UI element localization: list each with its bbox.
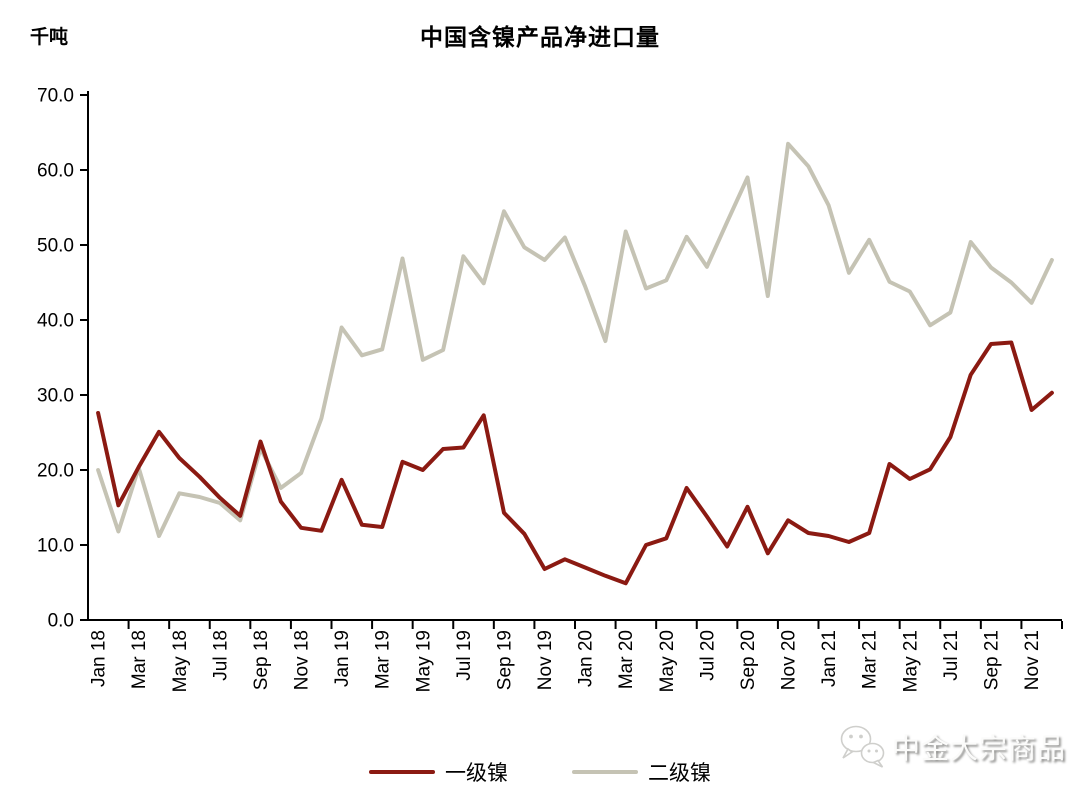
page-title: 中国含镍产品净进口量 [420, 24, 660, 50]
x-tick-label: Jan 18 [89, 630, 110, 687]
x-tick-label: Nov 20 [779, 630, 800, 690]
x-tick-label: Nov 21 [1022, 630, 1043, 690]
legend-label-primary-nickel: 一级镍 [445, 762, 508, 785]
x-tick-label: Jul 19 [454, 630, 475, 681]
x-tick-label: Jul 20 [697, 630, 718, 681]
x-tick-label: May 19 [413, 630, 434, 692]
wechat-icon [840, 725, 885, 768]
x-tick-label: Jan 19 [332, 630, 353, 687]
y-tick-label: 30.0 [37, 386, 74, 407]
series-line-一级镍 [96, 340, 1054, 586]
x-tick-label: Nov 18 [292, 630, 313, 690]
x-tick-label: Sep 19 [495, 630, 516, 690]
x-tick-label: May 20 [657, 630, 678, 692]
x-tick-label: May 18 [170, 630, 191, 692]
y-tick-label: 0.0 [48, 611, 74, 632]
x-tick-label: Sep 20 [738, 630, 759, 690]
legend-item-secondary-nickel: 二级镍 [572, 757, 711, 787]
x-tick-label: Mar 19 [373, 630, 394, 689]
legend-label-secondary-nickel: 二级镍 [648, 762, 711, 785]
x-tick-label: Mar 20 [616, 630, 637, 689]
watermark-text: 中金大宗商品 [892, 733, 1067, 764]
x-tick-label: Sep 18 [251, 630, 272, 690]
x-tick-label: Nov 19 [535, 630, 556, 690]
legend-line-secondary-nickel [572, 770, 638, 774]
y-tick-label: 50.0 [37, 236, 74, 257]
legend-line-primary-nickel [369, 770, 435, 774]
legend-item-primary-nickel: 一级镍 [369, 757, 508, 787]
x-tick-label: Jul 18 [210, 630, 231, 681]
x-tick-label: May 21 [900, 630, 921, 692]
x-tick-label: Jan 21 [819, 630, 840, 687]
y-tick-label: 60.0 [37, 161, 74, 182]
x-tick-label: Jul 21 [941, 630, 962, 681]
x-tick-label: Mar 21 [860, 630, 881, 689]
x-tick-label: Jan 20 [576, 630, 597, 687]
y-tick-label: 70.0 [37, 86, 74, 107]
y-tick-label: 10.0 [37, 536, 74, 557]
y-axis-unit-label: 千吨 [30, 27, 69, 48]
y-tick-label: 40.0 [37, 311, 74, 332]
x-tick-label: Mar 18 [129, 630, 150, 689]
legend: 一级镍 二级镍 [0, 757, 1080, 787]
watermark: 中金大宗商品 [838, 722, 1066, 772]
y-tick-label: 20.0 [37, 461, 74, 482]
x-tick-label: Sep 21 [982, 630, 1003, 690]
chart-svg: 0.0 10.0 20.0 30.0 40.0 50.0 60.0 70.0 Jan 18 Mar… [37, 86, 1063, 692]
